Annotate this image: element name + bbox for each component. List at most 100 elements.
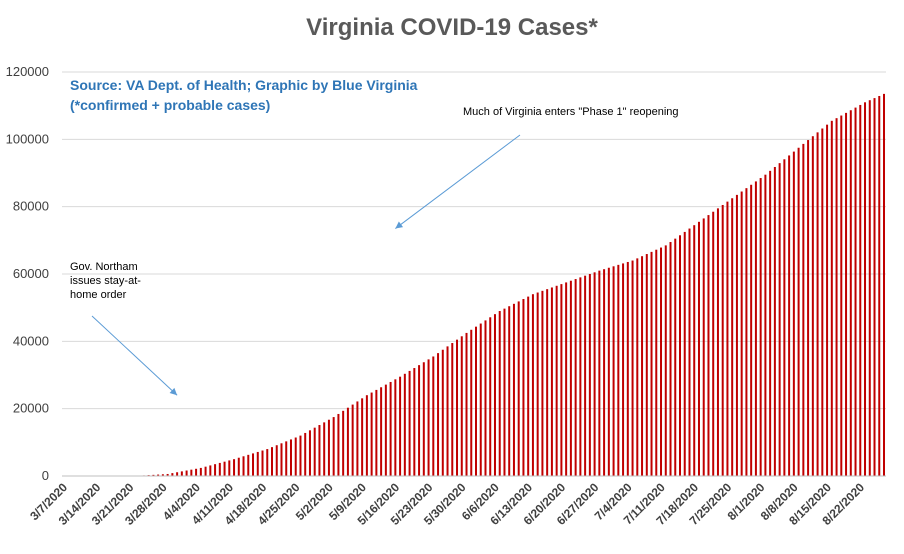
bar <box>721 204 724 477</box>
bar <box>318 425 321 476</box>
bar <box>821 128 824 476</box>
bar <box>441 349 444 476</box>
bar <box>271 447 273 476</box>
bar <box>660 247 663 476</box>
bar <box>807 140 810 477</box>
bar <box>456 339 459 476</box>
bar <box>764 174 767 476</box>
bar <box>555 285 558 476</box>
bar <box>769 170 772 476</box>
bar <box>493 314 496 476</box>
bar <box>484 320 487 476</box>
bar <box>773 166 776 477</box>
bar <box>712 211 715 476</box>
bar <box>233 459 236 476</box>
bar <box>299 435 302 476</box>
bar <box>864 102 867 477</box>
bar <box>607 267 610 476</box>
x-axis: 3/7/20203/14/20203/21/20203/28/20204/4/2… <box>27 475 886 528</box>
bar <box>157 474 160 476</box>
bar <box>342 410 345 476</box>
bar <box>603 269 606 476</box>
bar <box>252 453 255 476</box>
bar <box>579 277 582 476</box>
bar <box>289 439 292 476</box>
bar <box>380 387 383 476</box>
bar <box>427 359 430 476</box>
bar <box>218 462 221 476</box>
bar <box>745 188 748 476</box>
bar <box>849 110 852 477</box>
bar <box>669 242 672 476</box>
bar <box>641 256 644 476</box>
y-tick-label: 120000 <box>6 64 49 79</box>
bar <box>854 107 857 476</box>
bar <box>176 472 179 476</box>
bar <box>361 398 364 476</box>
bar <box>584 275 587 476</box>
bar <box>636 258 639 476</box>
y-tick-label: 20000 <box>13 401 49 416</box>
bar <box>228 460 231 476</box>
bar <box>261 450 264 476</box>
bar <box>792 151 795 476</box>
bar <box>166 473 169 476</box>
bar <box>308 430 311 476</box>
bar <box>546 289 549 476</box>
bar <box>759 178 762 477</box>
bar <box>432 356 435 476</box>
bar <box>816 132 819 477</box>
annotation-stay-at-home-arrow <box>91 315 178 396</box>
bar <box>612 266 615 476</box>
bar <box>460 336 463 476</box>
bar <box>437 353 440 476</box>
bar <box>707 215 710 476</box>
bar <box>327 419 330 476</box>
bar <box>883 93 885 476</box>
bar <box>565 282 568 476</box>
bar <box>365 395 368 476</box>
bar <box>451 343 454 476</box>
bars <box>138 93 885 477</box>
bar <box>242 456 245 476</box>
bar <box>697 221 700 476</box>
bar <box>664 245 667 476</box>
bar <box>171 473 174 476</box>
bar <box>531 294 534 476</box>
bar <box>470 329 473 476</box>
source-line-2: (*confirmed + probable cases) <box>70 97 270 113</box>
bar <box>356 401 359 476</box>
bar <box>237 457 240 476</box>
bar <box>778 163 781 476</box>
annotation-phase-1-arrow <box>395 134 521 229</box>
bar <box>716 208 719 476</box>
bar <box>508 306 511 476</box>
bar <box>408 370 411 476</box>
bar <box>645 254 648 476</box>
bar <box>878 95 881 477</box>
bar <box>489 317 492 476</box>
y-tick-label: 80000 <box>13 199 49 214</box>
bar <box>783 159 786 477</box>
bar <box>655 249 658 476</box>
bar <box>679 235 681 476</box>
bar <box>275 445 278 476</box>
bar <box>617 264 620 476</box>
bar <box>503 308 506 476</box>
bar <box>204 466 207 476</box>
bar <box>788 155 791 476</box>
bar <box>845 112 848 476</box>
bar <box>152 474 155 476</box>
bar <box>797 147 800 476</box>
bar <box>517 301 520 476</box>
bar <box>266 449 269 476</box>
bar <box>740 191 743 476</box>
bar <box>418 365 421 476</box>
bar <box>569 280 572 476</box>
bar <box>346 407 349 476</box>
bar <box>840 115 843 476</box>
annotation-phase-1-arrowhead <box>395 221 404 229</box>
bar <box>598 270 601 476</box>
chart-title: Virginia COVID-19 Cases* <box>306 14 598 41</box>
